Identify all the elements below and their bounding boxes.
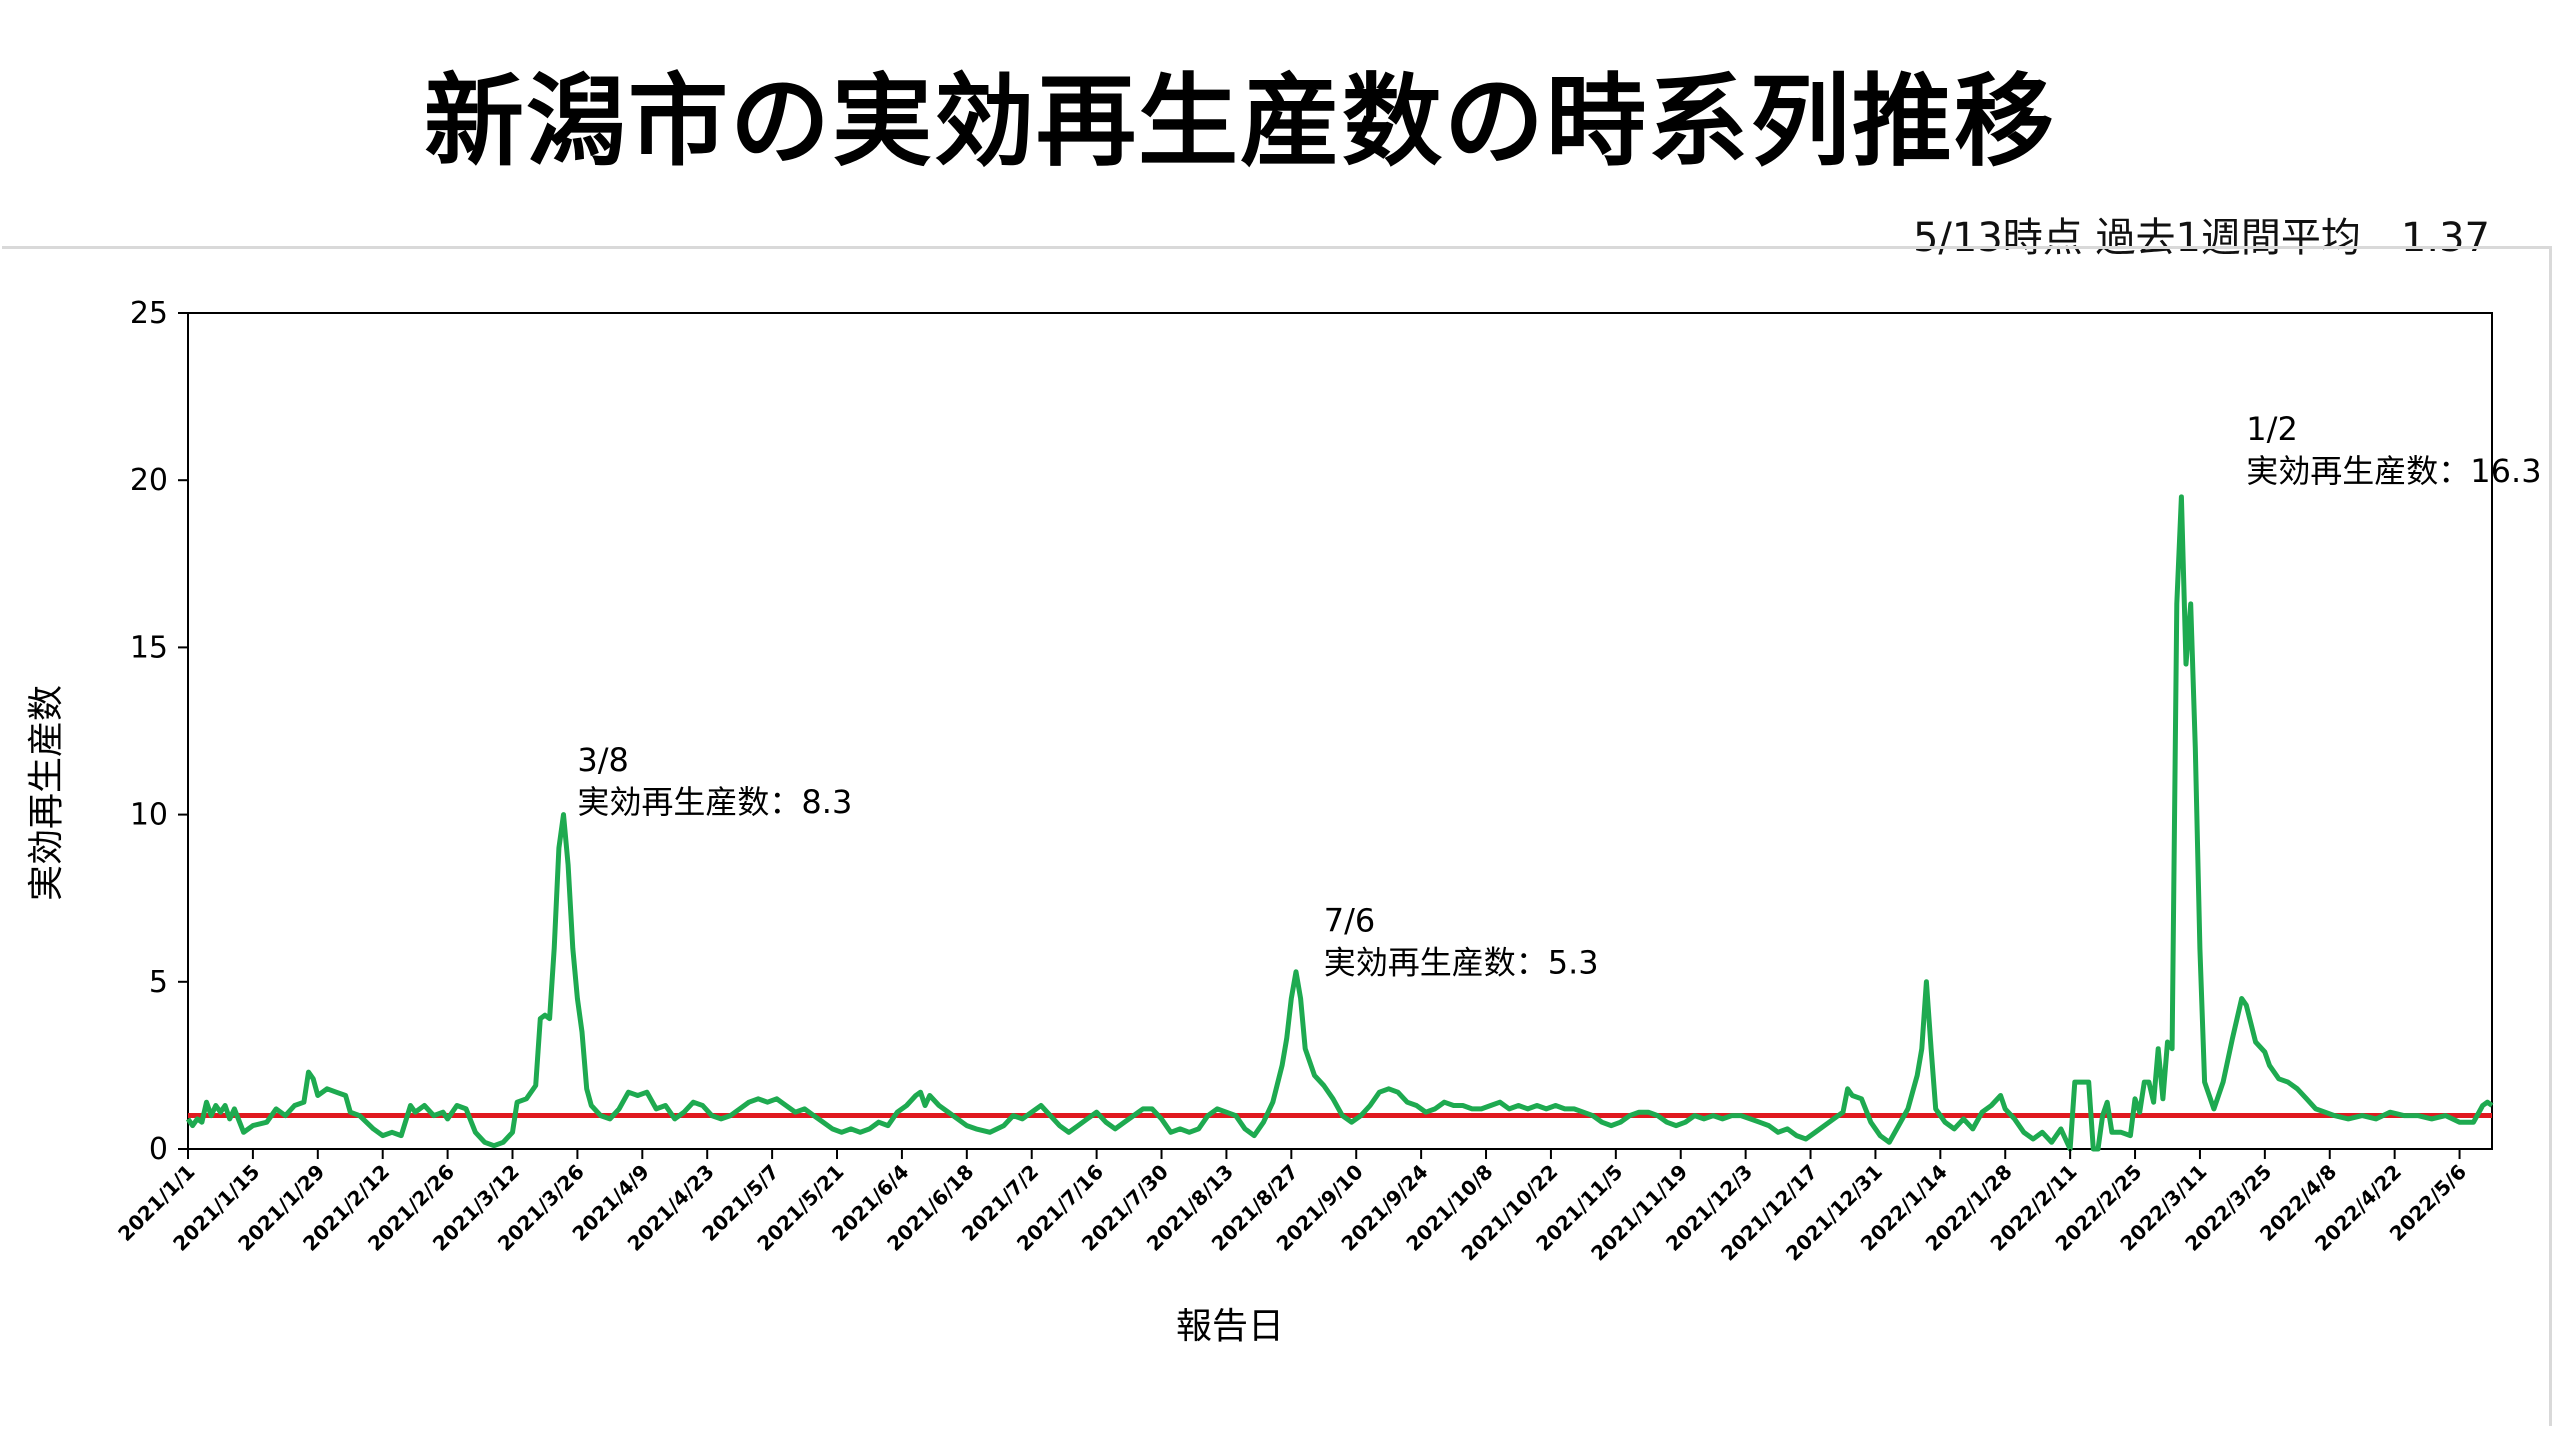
annotations: 3/8 実効再生産数：8.3 7/6 実効再生産数：5.3 1/2 実効再生産数：16.3: [577, 410, 2541, 982]
x-axis: 2021/1/12021/1/152021/1/292021/2/122021/…: [113, 1149, 2471, 1266]
x-axis-title: 報告日: [1176, 1306, 1284, 1347]
y-tick-label: 0: [149, 1132, 168, 1167]
page-title: 新潟市の実効再生産数の時系列推移: [424, 63, 2056, 180]
y-axis-title: 実効再生産数: [26, 685, 67, 901]
annotation-value: 実効再生産数：8.3: [577, 783, 852, 821]
chart-frame: [2, 246, 2552, 1426]
annotation-date: 1/2: [2246, 410, 2298, 448]
y-axis: 0 5 10 15 20 25: [130, 296, 188, 1167]
plot-frame: [187, 312, 2493, 1150]
annotation-date: 7/6: [1324, 902, 1376, 940]
plot-area: [185, 312, 2494, 1152]
y-tick-label: 15: [130, 630, 168, 665]
y-tick-label: 5: [149, 965, 168, 1000]
annotation-value: 実効再生産数：5.3: [1324, 944, 1599, 982]
annotation-value: 実効再生産数：16.3: [2246, 452, 2541, 490]
y-tick-label: 10: [130, 798, 168, 833]
weekly-average-summary: 5/13時点 過去1週間平均 1.37: [1912, 215, 2490, 261]
y-tick-label: 25: [130, 296, 168, 331]
annotation-date: 3/8: [577, 741, 629, 779]
y-tick-label: 20: [130, 463, 168, 498]
rt-series-line: [185, 494, 2494, 1152]
